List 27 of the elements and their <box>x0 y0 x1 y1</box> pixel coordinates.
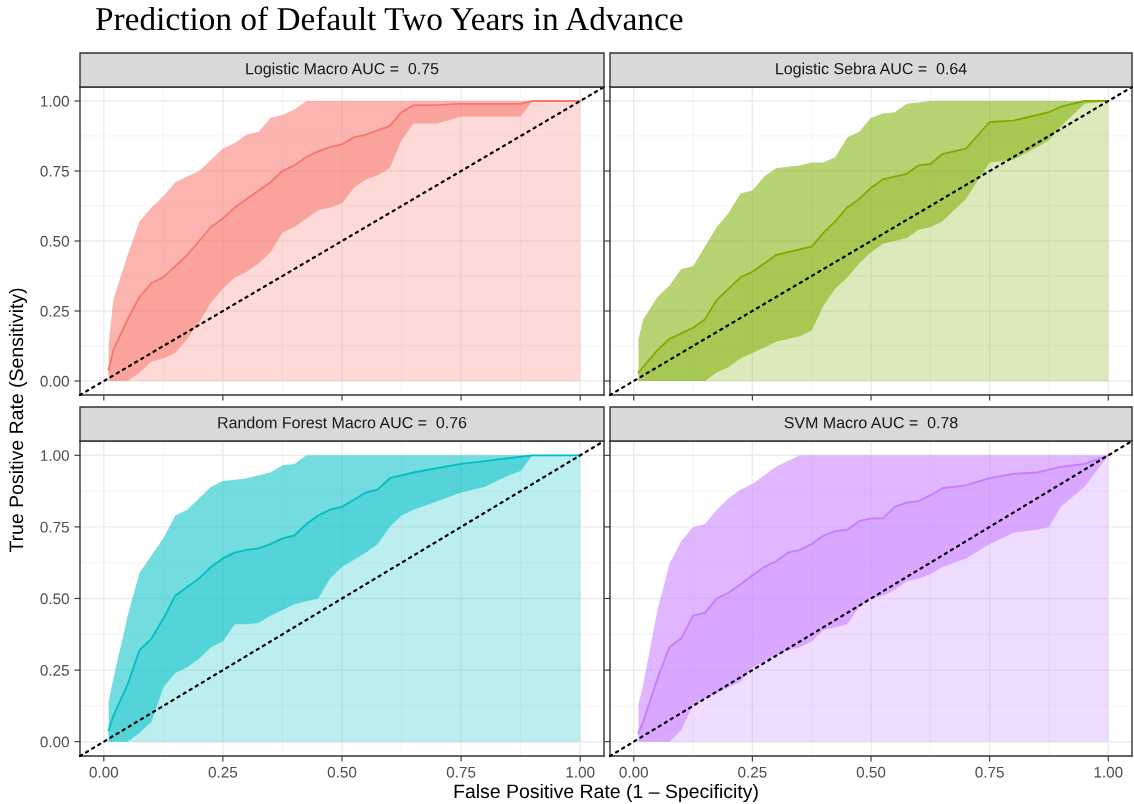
y-tick-label: 0.00 <box>40 736 69 748</box>
x-tick-label: 0.25 <box>208 766 238 778</box>
chart-title: Logistic Macro AUC = 0.75 <box>246 62 439 78</box>
x-axis-title: False Positive Rate (1 – Specificity) <box>454 783 758 803</box>
x-tick-label: 0.75 <box>446 766 476 778</box>
y-tick-label: 0.25 <box>40 664 69 676</box>
x-tick-label: 0.50 <box>856 766 886 778</box>
x-tick-label: 0.00 <box>89 766 119 778</box>
x-tick-label: 0.00 <box>619 766 648 778</box>
chart-title: Random Forest Macro AUC = 0.76 <box>218 416 467 429</box>
y-tick-label: 0.50 <box>40 593 69 605</box>
chart-title: Logistic Sebra AUC = 0.64 <box>776 62 967 78</box>
y-tick-label: 0.00 <box>40 375 69 387</box>
text: Prediction of Default Two Years in Advance <box>95 6 683 31</box>
y-tick-label: 0.75 <box>40 165 69 177</box>
x-tick-label: 1.00 <box>566 766 595 778</box>
x-tick-label: 0.75 <box>975 766 1004 778</box>
chart-title: SVM Macro AUC = 0.78 <box>784 416 958 429</box>
x-tick-label: 0.50 <box>327 766 357 778</box>
y-tick-label: 1.00 <box>41 450 69 461</box>
y-tick-label: 0.25 <box>40 305 69 317</box>
y-tick-label: 0.50 <box>40 235 69 247</box>
x-tick-label: 0.25 <box>738 766 767 778</box>
y-axis-title: True Positive Rate (Sensitivity) <box>8 288 28 553</box>
y-tick-label: 0.75 <box>40 521 69 533</box>
x-tick-label: 1.00 <box>1094 766 1123 778</box>
y-tick-label: 1.00 <box>41 95 69 107</box>
